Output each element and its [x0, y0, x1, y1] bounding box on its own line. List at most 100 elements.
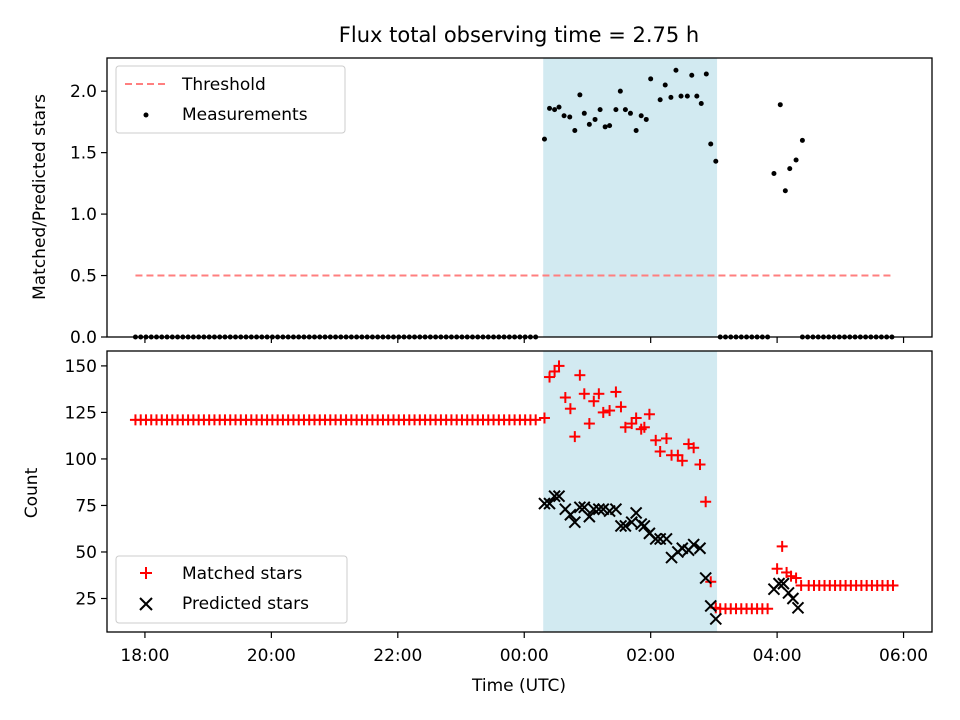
- measurement-point: [684, 93, 690, 99]
- predicted-star-marker: [704, 599, 717, 613]
- predicted-star-marker: [568, 515, 582, 529]
- measurement-point: [662, 82, 668, 88]
- xtick-label: 20:00: [247, 646, 296, 666]
- top-ytick-label: 2.0: [70, 82, 97, 102]
- matched-star-marker: [654, 445, 666, 457]
- matched-star-marker: [626, 418, 638, 430]
- matched-star-marker: [597, 406, 609, 418]
- legend-measurements-swatch: [143, 112, 149, 118]
- predicted-star-marker: [592, 502, 606, 516]
- predicted-star-marker: [786, 592, 800, 605]
- top-ytick-label: 0.5: [70, 267, 97, 287]
- measurement-point: [648, 76, 654, 82]
- matched-star-marker: [583, 418, 595, 430]
- measurement-point: [708, 141, 714, 147]
- measurement-point: [793, 157, 799, 163]
- matched-star-marker: [650, 434, 662, 446]
- predicted-star-marker: [573, 501, 587, 514]
- top-y-axis-label: Matched/Predicted stars: [30, 94, 50, 300]
- predicted-star-marker: [543, 497, 556, 510]
- legend-matched-swatch: [140, 567, 152, 579]
- measurement-point: [572, 128, 578, 134]
- predicted-star-marker: [578, 501, 591, 514]
- measurement-point: [617, 88, 623, 94]
- top-ytick-label: 1.0: [70, 205, 97, 225]
- bottom-panel: 25 50 75 100 125 150 18:00 20:00 22:00 00:00 02:0…: [22, 350, 933, 666]
- bottom-legend-box: [115, 555, 348, 624]
- matched-star-marker: [672, 449, 684, 461]
- bottom-legend: Matched stars Predicted stars: [115, 555, 348, 624]
- bottom-observing-span: [543, 351, 718, 632]
- bottom-ytick-label: 75: [75, 496, 97, 516]
- predicted-star-marker: [709, 612, 723, 626]
- xtick-label: 02:00: [626, 646, 675, 666]
- measurement-point: [592, 116, 598, 122]
- matched-star-marker: [795, 579, 807, 591]
- predicted-star-marker: [538, 497, 551, 510]
- predicted-star-marker: [693, 542, 707, 555]
- matched-star-marker: [559, 392, 571, 404]
- measurement-point: [643, 116, 649, 122]
- matched-star-marker: [604, 405, 616, 417]
- bottom-y-axis-label: Count: [22, 467, 42, 518]
- measurement-point: [678, 93, 684, 99]
- matched-star-marker: [578, 388, 590, 400]
- xtick-label: 18:00: [120, 646, 169, 666]
- matched-star-marker: [785, 570, 797, 582]
- top-panel: 0.00.51.01.52.0 Matched/Predicted stars …: [30, 57, 933, 348]
- predicted-star-marker: [625, 515, 638, 529]
- measurement-point: [602, 124, 608, 130]
- bottom-ytick-label: 125: [65, 403, 97, 423]
- measurement-point: [694, 93, 700, 99]
- predicted-star-marker: [609, 502, 623, 516]
- top-ytick-label: 1.5: [70, 144, 97, 164]
- measurement-point: [799, 137, 805, 143]
- bottom-ytick-label: 150: [65, 357, 97, 377]
- matched-star-marker: [549, 365, 561, 377]
- predicted-star-marker: [649, 532, 662, 546]
- matched-star-marker: [643, 408, 655, 420]
- predicted-star-marker: [614, 519, 628, 533]
- matched-star-marker: [588, 395, 600, 407]
- matched-star-marker: [660, 432, 672, 444]
- predicted-star-marker: [660, 532, 673, 546]
- measurement-point: [657, 97, 663, 103]
- measurement-point: [782, 188, 788, 194]
- measurement-point: [541, 136, 547, 142]
- chart-title: Flux total observing time = 2.75 h: [339, 23, 699, 47]
- measurement-point: [552, 107, 558, 113]
- matched-star-marker: [553, 360, 565, 372]
- matched-star-marker: [593, 388, 605, 400]
- x-axis-label: Time (UTC): [471, 676, 566, 696]
- matched-star-marker: [530, 414, 542, 426]
- legend-threshold-label: Threshold: [181, 75, 266, 95]
- xtick-label: 06:00: [879, 646, 928, 666]
- measurement-point: [577, 92, 583, 98]
- predicted-star-marker: [772, 577, 786, 590]
- measurement-point: [586, 121, 592, 127]
- matched-star-marker: [638, 421, 650, 433]
- predicted-star-marker: [687, 538, 700, 551]
- legend-predicted-swatch: [139, 597, 153, 611]
- matched-star-marker: [569, 431, 581, 443]
- matched-star-marker: [574, 369, 586, 381]
- predicted-star-marker: [552, 489, 566, 503]
- bottom-ytick-label: 25: [75, 590, 97, 610]
- matched-star-marker: [615, 401, 627, 413]
- measurement-point: [777, 102, 783, 108]
- measurement-point: [689, 72, 695, 78]
- predicted-star-marker: [699, 571, 712, 585]
- measurement-point: [673, 67, 679, 73]
- xtick-label: 04:00: [753, 646, 802, 666]
- legend-matched-label: Matched stars: [182, 564, 302, 584]
- measurement-point: [581, 110, 587, 116]
- measurement-point: [668, 94, 674, 100]
- predicted-star-marker: [548, 489, 561, 503]
- measurement-point: [556, 104, 562, 110]
- matched-star-marker: [619, 421, 631, 433]
- matched-star-marker: [544, 371, 556, 383]
- predicted-star-marker: [619, 519, 632, 533]
- measurement-point: [547, 105, 553, 111]
- matched-star-marker: [771, 563, 783, 575]
- predicted-star-marker: [791, 601, 805, 615]
